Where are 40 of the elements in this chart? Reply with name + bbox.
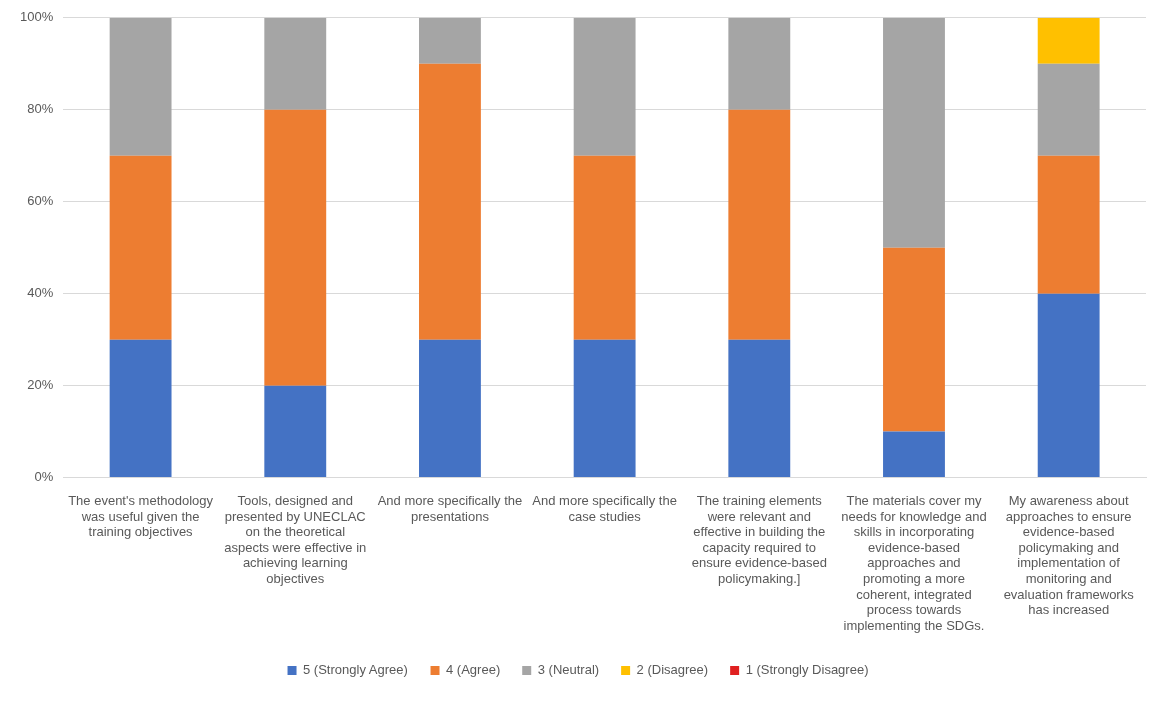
bar (1037, 293, 1100, 478)
y-tick-label: 0% (34, 469, 54, 485)
bar (419, 339, 481, 478)
bar (109, 339, 172, 478)
bar (109, 155, 172, 340)
x-tick-label: The event's methodology was useful given the training objectives (68, 492, 214, 540)
bar (573, 155, 636, 340)
bar (109, 17, 172, 156)
y-tick-label: 80% (27, 101, 54, 117)
bar (883, 17, 945, 248)
bar (264, 109, 327, 386)
legend-label: 2 (Disagree) (636, 662, 709, 678)
y-tick-label: 100% (20, 9, 54, 25)
bar (883, 431, 945, 478)
x-tick-label: Tools, designed and presented by UNECLAC on the theoretical aspects were effective in achieving learning objectives (224, 492, 367, 586)
legend-label: 4 (Agree) (446, 662, 501, 678)
legend-label: 3 (Neutral) (537, 662, 600, 678)
y-tick-label: 40% (27, 285, 54, 301)
x-tick-label: The training elements were relevant and effective in building the capacity required to ensure evidence-based policymaking.] (691, 492, 827, 586)
category-label: The materials cover my needs for knowledge and skills in incorporating evidence-based approaches and promoting a more coherent, integrated process towards implementing the SDGs. (841, 492, 987, 633)
x-tick-label: And more specifically the case studies (532, 492, 677, 524)
bar (419, 17, 481, 64)
bar (728, 17, 791, 110)
legend-label: 1 (Strongly Disagree) (745, 662, 869, 678)
bar (573, 339, 636, 478)
bar (1037, 155, 1100, 294)
bar (1037, 17, 1100, 64)
bar (419, 63, 481, 340)
legend-label: 5 (Strongly Agree) (303, 662, 408, 678)
bar (264, 385, 327, 478)
bar (264, 17, 327, 110)
bar (573, 17, 636, 156)
bar (728, 339, 791, 478)
y-tick-label: 60% (27, 193, 54, 209)
x-tick-label: My awareness about approaches to ensure evidence-based policymaking and implementation of monitoring and evaluation frameworks has increased (1003, 492, 1135, 618)
bar (883, 247, 945, 432)
y-tick-label: 20% (27, 377, 54, 393)
bar (728, 109, 791, 340)
bar (1037, 63, 1100, 156)
x-tick-label: And more specifically the presentations (377, 492, 523, 524)
